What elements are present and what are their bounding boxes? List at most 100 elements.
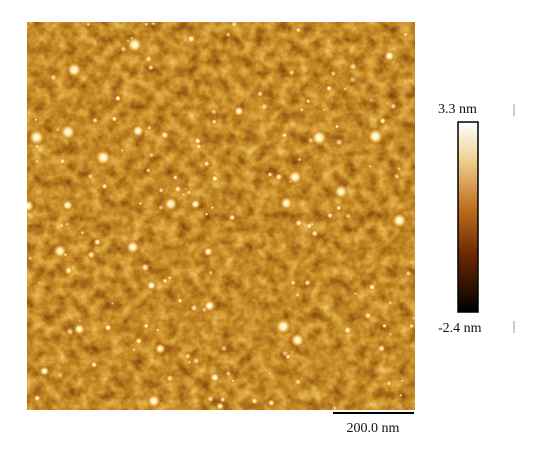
particle [343, 325, 353, 335]
colorbar-min-label: -2.4 nm [438, 321, 482, 336]
particle [59, 157, 66, 165]
particle [411, 315, 415, 321]
particle [135, 337, 143, 345]
particle [63, 252, 68, 257]
particle [367, 164, 373, 169]
particle [368, 283, 376, 291]
particle [93, 238, 102, 246]
particle [111, 115, 118, 123]
particle [148, 152, 155, 158]
particle [151, 22, 156, 26]
particle [49, 73, 58, 82]
particle [294, 378, 302, 386]
afm-image-texture [27, 22, 415, 410]
particle [163, 196, 179, 212]
particle [132, 348, 136, 352]
particle [158, 187, 164, 194]
particle [326, 212, 334, 219]
particle [215, 402, 225, 410]
particle [143, 22, 149, 27]
particle [343, 87, 348, 91]
particle [209, 372, 220, 383]
particle [333, 184, 349, 200]
particle [162, 277, 169, 284]
particle [184, 352, 191, 360]
particle [281, 132, 288, 139]
particle [184, 187, 188, 191]
particle [299, 107, 305, 113]
particle [147, 64, 155, 71]
particle [94, 148, 112, 167]
particle [303, 279, 311, 287]
particle [27, 25, 29, 29]
particle [157, 204, 164, 211]
particle [33, 117, 38, 122]
particle [203, 160, 211, 168]
particle [204, 212, 209, 217]
particle [59, 123, 77, 141]
particle [400, 379, 404, 383]
particle [393, 173, 400, 180]
particle [55, 127, 61, 132]
particle [321, 107, 326, 112]
particle [335, 138, 344, 147]
particle [110, 301, 115, 305]
colorbar [457, 121, 479, 313]
particle [389, 102, 397, 110]
particle [186, 189, 192, 196]
particle [160, 130, 170, 140]
particle [334, 124, 340, 129]
particle [138, 201, 143, 206]
particle [91, 117, 99, 124]
particle [85, 22, 91, 27]
particle [165, 374, 174, 383]
particle [231, 379, 235, 383]
afm-particles [27, 22, 415, 410]
particle [267, 371, 272, 376]
particle [274, 318, 292, 336]
particle [120, 148, 125, 153]
particle [190, 303, 199, 313]
particle [369, 98, 374, 103]
particle [86, 250, 96, 260]
particle [27, 199, 35, 213]
particle [64, 266, 73, 275]
particle [61, 199, 74, 212]
particle [225, 370, 232, 377]
particle [220, 344, 228, 353]
particle [260, 102, 269, 111]
particle [295, 26, 302, 34]
particle [295, 292, 300, 298]
particle [146, 280, 157, 291]
particle [210, 174, 219, 183]
particle [34, 158, 40, 164]
particle [154, 343, 166, 355]
particle [250, 397, 259, 405]
particle [290, 279, 296, 286]
particle [65, 222, 69, 226]
particle [146, 393, 162, 409]
particle [119, 45, 128, 53]
particle [219, 396, 226, 403]
particle [378, 117, 387, 125]
particle [288, 180, 293, 184]
particle [90, 361, 98, 369]
particle [267, 398, 276, 407]
particle [190, 198, 201, 210]
particle [210, 107, 218, 116]
particle [187, 360, 192, 364]
particle [142, 322, 150, 330]
particle [348, 75, 357, 84]
particle [408, 323, 415, 329]
colorbar-max-label: 3.3 nm [438, 102, 477, 117]
particle [398, 393, 403, 398]
particle [305, 98, 311, 104]
particle [267, 171, 273, 178]
particle [207, 269, 214, 277]
particle [140, 262, 150, 272]
particle [387, 300, 393, 306]
particle [377, 344, 386, 353]
particle [353, 291, 358, 296]
particle [225, 31, 232, 38]
